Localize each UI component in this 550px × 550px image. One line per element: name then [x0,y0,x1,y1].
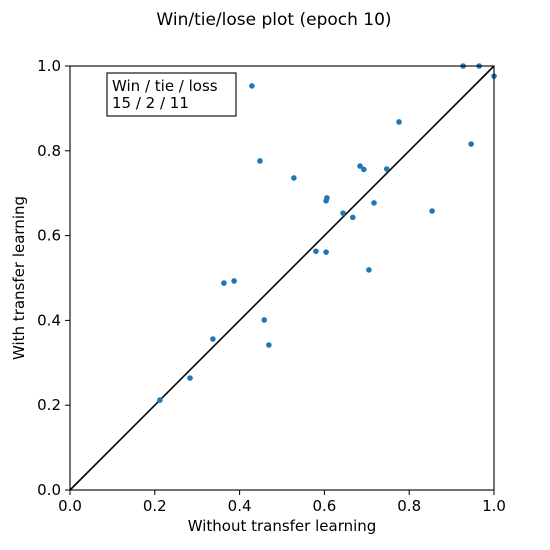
data-point [323,249,329,255]
data-point [383,166,390,172]
data-points [157,63,497,403]
data-point [468,141,474,147]
data-point [261,317,267,323]
data-point [366,267,372,273]
y-axis-label: With transfer learning [10,196,28,360]
annotation-line-1: Win / tie / loss [112,77,218,95]
x-tick-label: 0.0 [58,497,82,515]
diagonal-reference-line [69,65,495,491]
data-point [324,195,330,201]
data-point [249,83,255,89]
y-tick-label: 0.8 [37,142,61,160]
data-point [350,214,356,221]
win-tie-loss-box: Win / tie / loss 15 / 2 / 11 [106,72,237,117]
data-point [313,248,319,255]
y-tick-label: 1.0 [37,57,61,75]
data-point [266,342,272,348]
annotation-line-2: 15 / 2 / 11 [112,94,189,112]
y-axis-ticks: 0.0 0.2 0.4 0.6 0.8 1.0 [37,57,70,499]
data-point [231,278,237,284]
x-axis-ticks: 0.0 0.2 0.4 0.6 0.8 1.0 [58,490,506,515]
x-tick-label: 1.0 [482,497,506,515]
plot-frame [69,65,495,491]
y-tick-label: 0.2 [37,396,61,414]
data-point [396,119,402,125]
data-point [157,397,163,403]
data-point [361,166,367,173]
data-point [371,200,377,206]
x-tick-label: 0.2 [143,497,167,515]
data-point [291,175,297,181]
data-point [257,158,263,164]
x-tick-label: 0.8 [397,497,421,515]
data-point [187,375,193,381]
x-tick-label: 0.4 [228,497,252,515]
y-tick-label: 0.0 [37,481,61,499]
data-point [210,336,216,342]
data-point [340,210,346,216]
data-point [429,208,435,214]
y-tick-label: 0.4 [37,311,61,329]
data-point [221,280,227,286]
x-axis-label: Without transfer learning [188,517,377,535]
x-tick-label: 0.6 [312,497,336,515]
annotation-box-frame [106,72,237,117]
y-tick-label: 0.6 [37,227,61,245]
chart-title: Win/tie/lose plot (epoch 10) [156,10,391,30]
data-point [357,163,363,169]
